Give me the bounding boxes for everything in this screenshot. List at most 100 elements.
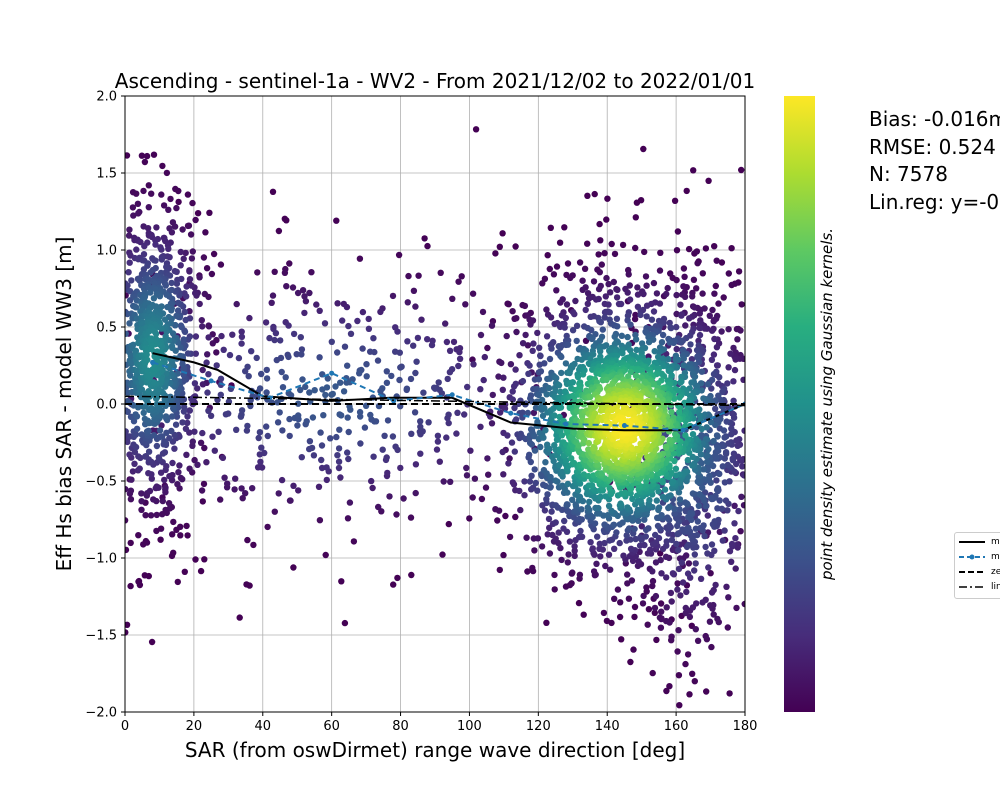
scatter-point <box>663 290 670 298</box>
scatter-point <box>631 603 639 611</box>
scatter-point <box>278 368 285 376</box>
scatter-point <box>599 326 606 333</box>
scatter-point <box>512 513 519 521</box>
scatter-point <box>390 581 397 588</box>
scatter-point <box>269 292 277 299</box>
scatter-point <box>656 267 664 274</box>
scatter-point <box>677 301 684 308</box>
scatter-point <box>588 482 596 489</box>
scatter-point <box>456 355 464 362</box>
scatter-point <box>424 336 431 343</box>
scatter-point <box>285 353 292 361</box>
scatter-point <box>635 558 642 565</box>
scatter-point <box>189 438 196 445</box>
scatter-point <box>511 448 518 455</box>
scatter-point <box>133 413 141 420</box>
scatter-point <box>271 268 278 275</box>
scatter-point <box>472 126 480 133</box>
scatter-point <box>153 511 160 519</box>
scatter-point <box>719 388 726 395</box>
scatter-point <box>713 257 720 264</box>
scatter-point <box>152 241 159 248</box>
scatter-point <box>221 474 228 481</box>
scatter-point <box>584 300 591 307</box>
scatter-point <box>489 391 496 399</box>
series-marker <box>563 421 569 427</box>
scatter-point <box>698 368 706 375</box>
x-tick-label: 40 <box>255 719 272 734</box>
scatter-point <box>733 604 740 612</box>
scatter-point <box>333 217 340 224</box>
y-tick-label: −1.5 <box>85 629 117 644</box>
scatter-point <box>658 512 665 519</box>
scatter-point <box>183 283 190 290</box>
scatter-point <box>145 204 152 211</box>
scatter-point <box>738 493 745 500</box>
scatter-point <box>546 355 554 363</box>
scatter-point <box>142 453 150 460</box>
scatter-point <box>271 336 278 344</box>
scatter-point <box>343 303 351 311</box>
x-tick-label: 140 <box>595 719 620 734</box>
scatter-point <box>627 536 634 543</box>
scatter-point <box>712 405 719 412</box>
scatter-point <box>603 376 610 383</box>
scatter-point <box>738 301 745 308</box>
scatter-point <box>262 319 270 326</box>
scatter-point <box>323 464 330 471</box>
scatter-point <box>199 366 206 374</box>
scatter-point <box>597 348 604 355</box>
scatter-point <box>470 361 477 368</box>
scatter-point <box>201 444 208 452</box>
scatter-point <box>627 321 634 328</box>
scatter-point <box>345 455 352 463</box>
scatter-point <box>596 269 603 276</box>
scatter-point <box>693 543 700 551</box>
scatter-point <box>507 361 515 368</box>
scatter-point <box>634 366 642 374</box>
scatter-point <box>727 350 734 357</box>
scatter-point <box>377 308 384 316</box>
scatter-point <box>600 609 608 617</box>
series-marker <box>208 378 214 384</box>
scatter-point <box>614 586 622 593</box>
scatter-point <box>215 428 222 435</box>
scatter-point <box>344 515 352 522</box>
scatter-point <box>141 572 148 579</box>
scatter-point <box>203 359 210 366</box>
scatter-point <box>554 478 561 485</box>
scatter-point <box>512 243 519 250</box>
scatter-point <box>394 328 401 335</box>
scatter-point <box>235 354 243 362</box>
scatter-point <box>653 636 660 644</box>
scatter-point <box>182 249 189 257</box>
scatter-point <box>598 470 605 477</box>
scatter-point <box>604 512 611 519</box>
scatter-point <box>272 330 280 337</box>
scatter-point <box>417 418 424 425</box>
scatter-point <box>636 542 644 549</box>
scatter-point <box>359 308 367 316</box>
scatter-point <box>192 556 199 563</box>
scatter-point <box>607 289 614 296</box>
scatter-point <box>695 502 702 509</box>
scatter-point <box>675 672 683 679</box>
scatter-point <box>521 478 528 485</box>
scatter-point <box>183 451 190 458</box>
scatter-point <box>180 255 187 262</box>
scatter-point <box>585 439 592 447</box>
scatter-point <box>675 489 683 496</box>
scatter-point <box>602 293 609 300</box>
scatter-point <box>484 455 491 462</box>
scatter-point <box>229 331 236 338</box>
scatter-point <box>420 389 427 396</box>
colorbar <box>784 96 815 712</box>
scatter-point <box>125 546 130 554</box>
scatter-point <box>713 486 721 494</box>
scatter-point <box>334 452 341 459</box>
scatter-point <box>531 466 538 473</box>
scatter-point <box>693 285 700 292</box>
scatter-point <box>619 350 626 357</box>
scatter-point <box>526 478 534 485</box>
scatter-point <box>544 491 551 498</box>
